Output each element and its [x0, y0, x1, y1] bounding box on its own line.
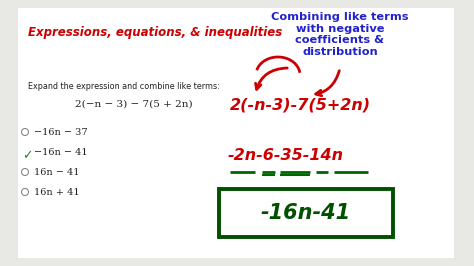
Text: Expressions, equations, & inequalities: Expressions, equations, & inequalities — [28, 26, 282, 39]
Text: 16n − 41: 16n − 41 — [34, 168, 80, 177]
Text: −16n − 41: −16n − 41 — [34, 148, 88, 157]
Text: Combining like terms
with negative
coefficients &
distribution: Combining like terms with negative coeff… — [271, 12, 409, 57]
Text: Expand the expression and combine like terms:: Expand the expression and combine like t… — [28, 82, 220, 91]
Text: -2n-6-35-14n: -2n-6-35-14n — [228, 148, 344, 163]
Text: −16n − 37: −16n − 37 — [34, 128, 88, 137]
Text: 2(−n − 3) − 7(5 + 2n): 2(−n − 3) − 7(5 + 2n) — [75, 100, 192, 109]
Text: ✓: ✓ — [22, 149, 33, 162]
FancyBboxPatch shape — [18, 8, 454, 258]
Text: -16n-41: -16n-41 — [261, 203, 351, 223]
Text: 2(-n-3)-7(5+2n): 2(-n-3)-7(5+2n) — [230, 98, 371, 113]
FancyBboxPatch shape — [219, 189, 393, 237]
Text: 16n + 41: 16n + 41 — [34, 188, 80, 197]
